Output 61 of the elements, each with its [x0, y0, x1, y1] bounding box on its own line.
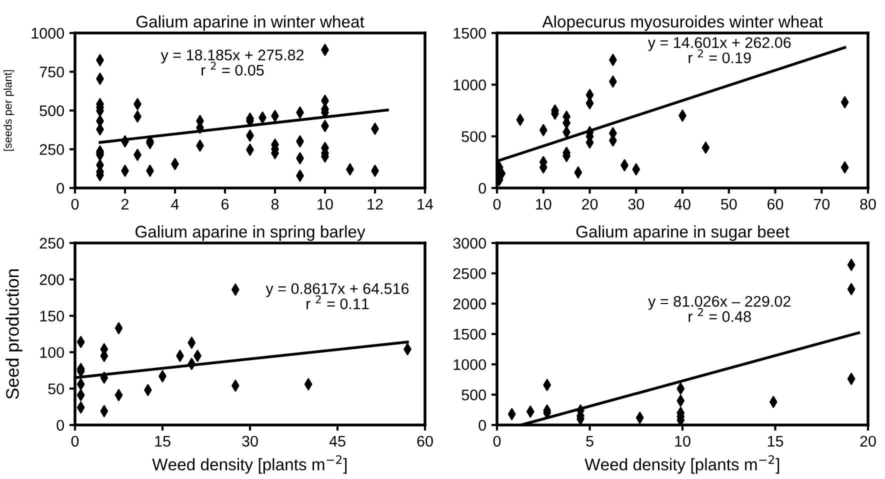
x-tick-label: 14: [418, 198, 434, 210]
y-tick-label: 3000: [453, 238, 486, 249]
x-tick-label: 0: [493, 198, 501, 210]
x-tick-label: 10: [318, 198, 333, 210]
chart-title: Galium aparine in winter wheat: [136, 15, 364, 31]
annotation: y = 0.8617x + 64.516 r $^{2}$ = 0.11: [266, 283, 409, 310]
x-tick-label: 20: [582, 198, 598, 210]
x-tick-label: 15: [768, 436, 784, 447]
y-tick-label: 250: [40, 144, 64, 155]
y-axis-title: [seeds per plant]: [4, 70, 14, 151]
y-tick-label: 0: [56, 420, 64, 431]
x-tick-label: 60: [768, 198, 784, 210]
x-tick-label: 30: [242, 436, 258, 447]
y-tick-label: 1500: [454, 28, 486, 39]
x-tick-label: 50: [720, 198, 737, 210]
y-tick-label: 100: [40, 347, 64, 358]
y-tick-label: 1500: [454, 328, 486, 340]
x-tick-label: 4: [171, 198, 179, 210]
x-tick-label: 80: [860, 198, 876, 210]
x-tick-label: 6: [222, 198, 229, 210]
y-tick-label: 2000: [453, 298, 486, 310]
y-tick-label: 1000: [32, 28, 64, 39]
y-tick-label: 200: [40, 274, 64, 286]
x-tick-label: 10: [536, 198, 552, 210]
annotation: y = 18.185x + 275.82 r $^{2}$ = 0.05: [160, 50, 304, 76]
x-axis-title: Weed density [plants m$^{−2}$]: [584, 455, 780, 474]
y-tick-label: 250: [40, 238, 64, 249]
y-tick-label: 1000: [454, 359, 486, 370]
y-tick-label: 0: [478, 420, 486, 431]
y-tick-label: 0: [56, 182, 64, 194]
y-tick-label: 1000: [454, 80, 486, 90]
x-tick-label: 0: [493, 436, 501, 447]
y-axis-title: Seed production: [6, 269, 22, 399]
y-tick-label: 500: [462, 390, 486, 400]
y-tick-label: 50: [48, 383, 64, 394]
x-tick-label: 12: [368, 198, 383, 210]
y-tick-label: 0: [478, 182, 486, 194]
chart-title: Galium aparine in sugar beet: [576, 225, 790, 241]
y-tick-label: 2500: [453, 268, 486, 280]
y-tick-label: 150: [40, 310, 64, 322]
x-tick-label: 5: [586, 436, 594, 447]
y-tick-label: 500: [462, 131, 486, 142]
x-tick-label: 0: [71, 198, 79, 210]
x-axis-title: Weed density [plants m$^{−2}$]: [152, 455, 347, 474]
x-tick-label: 10: [675, 436, 690, 447]
x-tick-label: 2: [122, 198, 128, 210]
x-tick-label: 45: [329, 436, 346, 447]
x-tick-label: 15: [155, 436, 170, 447]
chart-title: Galium aparine in spring barley: [136, 225, 366, 241]
x-tick-label: 60: [417, 436, 433, 447]
annotation: y = 81.026x – 229.02 r $^{2}$ = 0.48: [648, 296, 790, 322]
annotation: y = 14.601x + 262.06 r $^{2}$ = 0.19: [648, 37, 791, 64]
y-tick-label: 750: [40, 66, 64, 78]
x-tick-label: 0: [71, 436, 79, 447]
chart-title: Alopecurus myosuroides winter wheat: [542, 15, 823, 31]
x-tick-label: 30: [628, 198, 644, 210]
x-tick-label: 40: [674, 198, 690, 210]
x-tick-label: 70: [814, 198, 830, 210]
x-tick-label: 20: [860, 436, 876, 447]
y-tick-label: 500: [40, 105, 64, 116]
x-tick-label: 8: [271, 198, 279, 210]
